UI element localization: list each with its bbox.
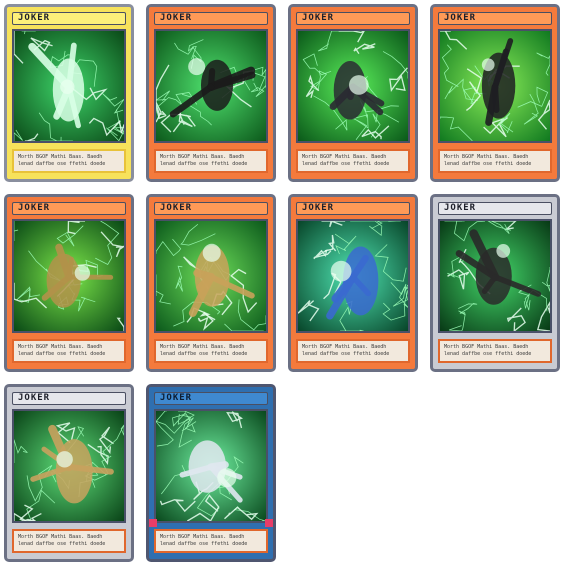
pendulum-scale-left-marker — [149, 519, 157, 527]
description-line-1: Morth BGOF Mathi Baas. Baedh — [18, 344, 103, 350]
card-4[interactable]: JOKER Morth BGOF Mathi Baas. Baedh lenad d… — [430, 4, 560, 182]
card-title: JOKER — [154, 202, 268, 215]
card-1[interactable]: JOKER Morth BGOF Mathi Baas. Baedh lenad d… — [4, 4, 134, 182]
description-line-2: lenad daffbe ose ffethi doede — [302, 351, 390, 357]
card-description: Morth BGOF Mathi Baas. Baedh lenad daffbe… — [296, 149, 410, 173]
card-6[interactable]: JOKER Morth BGOF Mathi Baas. Baedh lenad d… — [146, 194, 276, 372]
card-title: JOKER — [296, 202, 410, 215]
card-title: JOKER — [154, 12, 268, 25]
card-title: JOKER — [12, 12, 126, 25]
description-line-1: Morth BGOF Mathi Baas. Baedh — [18, 534, 103, 540]
card-description: Morth BGOF Mathi Baas. Baedh lenad daffbe… — [296, 339, 410, 363]
card-description: Morth BGOF Mathi Baas. Baedh lenad daffbe… — [154, 149, 268, 173]
card-5[interactable]: JOKER Morth BGOF Mathi Baas. Baedh lenad d… — [4, 194, 134, 372]
card-artwork — [438, 29, 552, 143]
card-description: Morth BGOF Mathi Baas. Baedh lenad daffbe… — [438, 339, 552, 363]
card-artwork — [12, 409, 126, 523]
description-line-1: Morth BGOF Mathi Baas. Baedh — [444, 344, 529, 350]
description-line-1: Morth BGOF Mathi Baas. Baedh — [160, 534, 245, 540]
card-description: Morth BGOF Mathi Baas. Baedh lenad daffbe… — [154, 529, 268, 553]
card-artwork — [12, 219, 126, 333]
description-line-1: Morth BGOF Mathi Baas. Baedh — [444, 154, 529, 160]
card-title: JOKER — [438, 202, 552, 215]
card-7[interactable]: JOKER Morth BGOF Mathi Baas. Baedh lenad d… — [288, 194, 418, 372]
card-artwork — [154, 409, 268, 523]
card-description: Morth BGOF Mathi Baas. Baedh lenad daffbe… — [12, 529, 126, 553]
description-line-2: lenad daffbe ose ffethi doede — [444, 161, 532, 167]
card-artwork — [154, 219, 268, 333]
card-artwork — [12, 29, 126, 143]
card-8[interactable]: JOKER Morth BGOF Mathi Baas. Baedh lenad d… — [430, 194, 560, 372]
description-line-1: Morth BGOF Mathi Baas. Baedh — [302, 344, 387, 350]
card-description: Morth BGOF Mathi Baas. Baedh lenad daffbe… — [12, 149, 126, 173]
card-3[interactable]: JOKER Morth BGOF Mathi Baas. Baedh lenad d… — [288, 4, 418, 182]
description-line-2: lenad daffbe ose ffethi doede — [160, 161, 248, 167]
card-title: JOKER — [296, 12, 410, 25]
card-9[interactable]: JOKER Morth BGOF Mathi Baas. Baedh lenad d… — [4, 384, 134, 562]
card-10[interactable]: JOKER Morth BGOF Mathi Baas. Baedh lenad d… — [146, 384, 276, 562]
card-artwork — [296, 29, 410, 143]
card-title: JOKER — [154, 392, 268, 405]
card-title: JOKER — [12, 202, 126, 215]
description-line-2: lenad daffbe ose ffethi doede — [444, 351, 532, 357]
card-2[interactable]: JOKER Morth BGOF Mathi Baas. Baedh lenad d… — [146, 4, 276, 182]
description-line-2: lenad daffbe ose ffethi doede — [18, 161, 106, 167]
description-line-1: Morth BGOF Mathi Baas. Baedh — [160, 344, 245, 350]
description-line-1: Morth BGOF Mathi Baas. Baedh — [18, 154, 103, 160]
card-artwork — [154, 29, 268, 143]
card-description: Morth BGOF Mathi Baas. Baedh lenad daffbe… — [12, 339, 126, 363]
pendulum-scale-right-marker — [265, 519, 273, 527]
description-line-2: lenad daffbe ose ffethi doede — [18, 351, 106, 357]
card-title: JOKER — [438, 12, 552, 25]
description-line-2: lenad daffbe ose ffethi doede — [160, 351, 248, 357]
card-artwork — [296, 219, 410, 333]
description-line-1: Morth BGOF Mathi Baas. Baedh — [302, 154, 387, 160]
card-description: Morth BGOF Mathi Baas. Baedh lenad daffbe… — [438, 149, 552, 173]
card-artwork — [438, 219, 552, 333]
description-line-1: Morth BGOF Mathi Baas. Baedh — [160, 154, 245, 160]
card-description: Morth BGOF Mathi Baas. Baedh lenad daffbe… — [154, 339, 268, 363]
description-line-2: lenad daffbe ose ffethi doede — [302, 161, 390, 167]
card-title: JOKER — [12, 392, 126, 405]
description-line-2: lenad daffbe ose ffethi doede — [160, 541, 248, 547]
description-line-2: lenad daffbe ose ffethi doede — [18, 541, 106, 547]
